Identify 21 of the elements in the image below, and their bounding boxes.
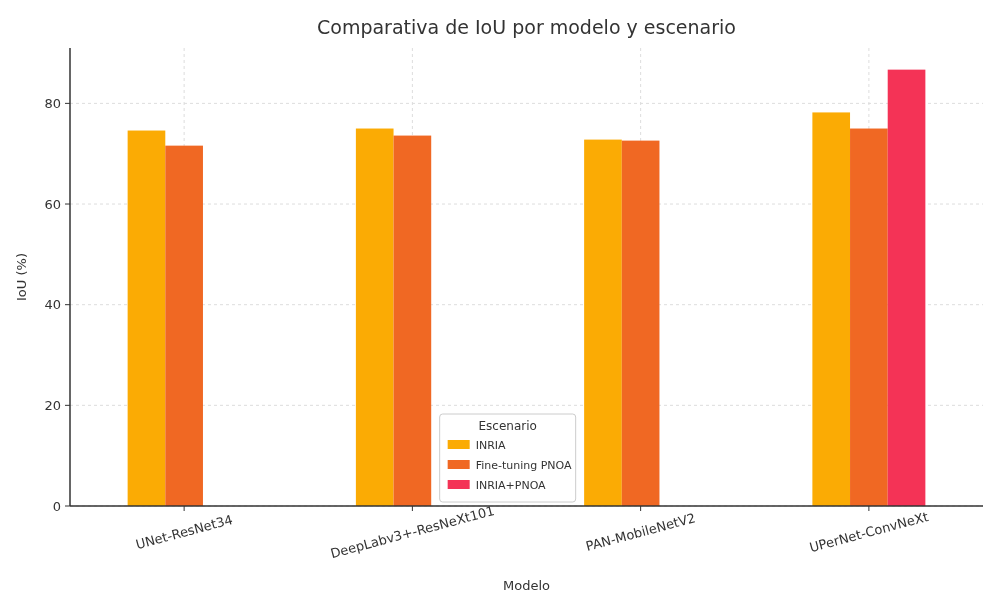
bar [887, 69, 926, 506]
y-tick-label: 60 [44, 196, 61, 212]
bar [584, 139, 622, 506]
y-tick-label: 20 [44, 397, 61, 413]
legend-label: INRIA+PNOA [475, 479, 547, 492]
y-tick-label: 0 [52, 498, 61, 514]
y-tick-label: 40 [44, 297, 61, 313]
bar [355, 128, 394, 506]
bar [812, 112, 851, 506]
x-axis-title: Modelo [503, 578, 551, 593]
legend-title: Escenario [478, 419, 537, 433]
bar [393, 135, 432, 506]
y-axis-title: IoU (%) [14, 253, 29, 301]
bar [165, 145, 203, 506]
bar [850, 128, 888, 506]
legend-label: INRIA [475, 439, 507, 452]
y-tick-label: 80 [44, 95, 61, 111]
bar [621, 140, 660, 506]
bar [127, 130, 166, 506]
chart-title: Comparativa de IoU por modelo y escenario [317, 16, 736, 38]
legend-label: Fine-tuning PNOA [475, 459, 573, 472]
